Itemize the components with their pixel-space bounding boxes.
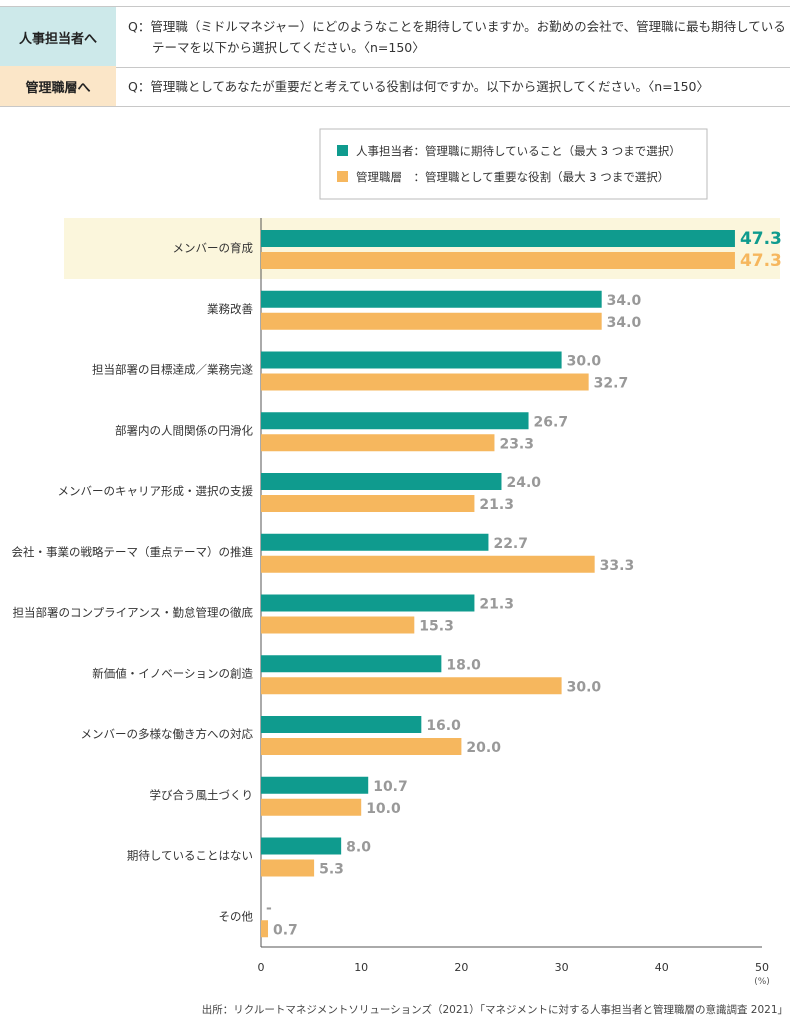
category-label: 部署内の人間関係の円滑化 (115, 423, 253, 437)
category-label: 担当部署の目標達成／業務完遂 (92, 363, 253, 377)
bar-mgr (261, 252, 735, 269)
bar-hr (261, 655, 442, 673)
value-label-hr: 22.7 (493, 536, 528, 552)
bar-hr (261, 290, 602, 308)
value-label-hr: 26.7 (534, 414, 569, 430)
category-label: 期待していることはない (127, 849, 253, 863)
bar-mgr (261, 555, 595, 573)
category-label: その他 (219, 909, 254, 923)
value-label-mgr: 33.3 (600, 558, 635, 574)
bar-chart: 人事担当者：管理職に期待していること（最大 3 つまで選択） 管理職層 ：管理職と… (12, 128, 782, 987)
bar-hr (261, 837, 342, 855)
value-label-mgr: 30.0 (567, 679, 602, 695)
value-label-mgr: 15.3 (419, 619, 454, 635)
bar-hr (261, 533, 489, 551)
question-mgr-row: 管理職層へ Q：管理職としてあなたが重要だと考えている役割は何ですか。以下から選… (0, 66, 790, 107)
legend-swatch (337, 171, 348, 182)
value-label-mgr: 0.7 (273, 922, 298, 938)
value-label-hr: 24.0 (506, 475, 541, 491)
x-tick-label: 20 (454, 961, 468, 974)
category-label: メンバーの育成 (173, 241, 254, 255)
question-hr-label: 人事担当者へ (0, 7, 116, 67)
value-label-hr: 34.0 (607, 293, 642, 309)
legend-label: 管理職層 ：管理職として重要な役割（最大 3 つまで選択） (356, 170, 669, 184)
value-label-mgr: 21.3 (479, 497, 514, 513)
value-label-hr: 18.0 (446, 657, 481, 673)
value-label-hr: 10.7 (373, 779, 408, 795)
value-label-mgr: 23.3 (499, 436, 534, 452)
question-mgr-text: Q：管理職としてあなたが重要だと考えている役割は何ですか。以下から選択してくださ… (128, 78, 709, 94)
bar-mgr (261, 738, 462, 755)
x-tick-label: 50 (755, 961, 769, 974)
value-label-hr: 8.0 (346, 840, 371, 856)
bar-hr (261, 473, 502, 490)
bar-hr (261, 351, 562, 369)
value-label-mgr: 34.0 (607, 315, 642, 331)
bar-mgr (261, 798, 362, 816)
legend-label: 人事担当者：管理職に期待していること（最大 3 つまで選択） (356, 144, 681, 158)
value-label-mgr: 47.3 (740, 251, 782, 271)
highlight-band (64, 218, 780, 279)
x-tick-label: 30 (555, 961, 569, 974)
legend-swatch (337, 145, 348, 156)
x-tick-label: 0 (258, 961, 265, 974)
value-label-hr: 16.0 (426, 718, 461, 734)
legend-box (319, 128, 708, 200)
value-label-mgr: 32.7 (594, 376, 629, 392)
question-mgr-label: 管理職層へ (0, 66, 116, 106)
category-label: 担当部署のコンプライアンス・勤怠管理の徹底 (13, 606, 254, 620)
category-label: メンバーの多様な働き方への対応 (81, 727, 254, 741)
bar-mgr (261, 373, 589, 391)
source-note: 出所：リクルートマネジメントソリューションズ（2021）「マネジメントに対する人… (201, 1004, 788, 1016)
bar-hr (261, 776, 369, 794)
bar-mgr (261, 677, 562, 695)
category-label: 業務改善 (207, 302, 253, 316)
bar-mgr (261, 616, 415, 634)
bar-hr (261, 594, 475, 612)
category-label: 会社・事業の戦略テーマ（重点テーマ）の推進 (12, 545, 254, 559)
bar-mgr (261, 495, 475, 512)
bar-hr (261, 716, 422, 733)
x-tick-label: 10 (354, 961, 368, 974)
category-label: 新価値・イノベーションの創造 (92, 666, 253, 680)
value-label-hr: 47.3 (740, 229, 782, 249)
bar-mgr (261, 859, 315, 877)
x-tick-label: 40 (655, 961, 669, 974)
value-label-mgr: 5.3 (319, 862, 344, 878)
bar-mgr (261, 920, 269, 938)
bar-mgr (261, 312, 602, 330)
bar-mgr (261, 434, 495, 452)
question-hr-row: 人事担当者へ Q：管理職（ミドルマネジャー）にどのようなことを期待していますか。… (0, 6, 790, 68)
category-label: 学び合う風土づくり (150, 788, 254, 802)
value-label-mgr: 20.0 (466, 740, 501, 756)
value-label-hr: - (266, 900, 272, 916)
value-label-hr: 30.0 (567, 354, 602, 370)
bar-hr (261, 230, 735, 247)
x-unit-label: (%) (754, 977, 770, 987)
category-label: メンバーのキャリア形成・選択の支援 (58, 484, 254, 498)
value-label-mgr: 10.0 (366, 801, 401, 817)
value-label-hr: 21.3 (479, 597, 514, 613)
bar-hr (261, 412, 529, 430)
question-hr-text: Q：管理職（ミドルマネジャー）にどのようなことを期待していますか。お勤めの会社で… (128, 19, 786, 55)
